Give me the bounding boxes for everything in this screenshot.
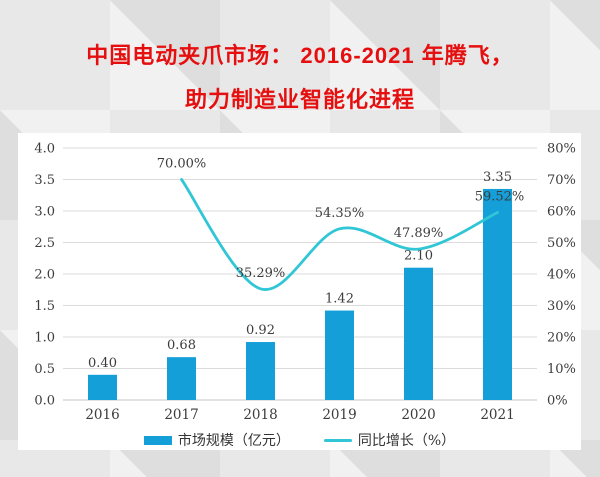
title-line-1: 中国电动夹爪市场： 2016-2021 年腾飞， xyxy=(86,43,514,68)
left-axis-tick: 0.0 xyxy=(34,394,55,409)
left-axis-tick: 2.0 xyxy=(34,268,55,283)
growth-value-label: 70.00% xyxy=(157,157,207,172)
chart-legend: 市场规模（亿元） 同比增长（%） xyxy=(18,430,581,450)
combo-chart: 0.0 0% 0.5 10% 1.0 20% 1.5 30% 2.0 40% 2.5 50% 3.0 60… xyxy=(34,142,576,424)
left-axis-tick: 2.5 xyxy=(34,236,55,251)
bar-2019 xyxy=(325,310,354,400)
bar-value-label: 0.68 xyxy=(167,338,196,353)
legend-label-growth: 同比增长（%） xyxy=(357,433,456,449)
right-axis-tick: 70% xyxy=(547,173,576,188)
right-axis-tick: 50% xyxy=(547,236,576,251)
bar-value-label: 0.92 xyxy=(246,323,275,338)
right-axis-tick: 20% xyxy=(547,331,576,346)
bar-series-swatch xyxy=(143,435,172,445)
right-axis-tick: 0% xyxy=(547,394,568,409)
left-axis-tick: 3.5 xyxy=(34,173,55,188)
chart-panel: 0.0 0% 0.5 10% 1.0 20% 1.5 30% 2.0 40% 2.5 50% 3.0 60… xyxy=(18,133,581,450)
right-axis-tick: 40% xyxy=(547,268,576,283)
year-label: 2020 xyxy=(401,407,435,423)
right-axis-tick: 10% xyxy=(547,362,576,377)
bar-2016 xyxy=(88,374,117,400)
bar-value-label: 0.40 xyxy=(88,356,117,371)
legend-item-market-size: 市场规模（亿元） xyxy=(143,430,290,450)
line-series-swatch xyxy=(323,438,352,442)
bar-2020 xyxy=(404,267,433,400)
right-axis-tick: 30% xyxy=(547,299,576,314)
legend-label-market-size: 市场规模（亿元） xyxy=(177,433,290,449)
growth-line xyxy=(180,178,499,291)
right-axis-tick: 80% xyxy=(547,142,576,157)
page-title: 中国电动夹爪市场： 2016-2021 年腾飞， 助力制造业智能化进程 xyxy=(0,34,600,122)
left-axis-tick: 1.0 xyxy=(34,331,55,346)
growth-value-label: 35.29% xyxy=(236,266,286,281)
year-label: 2018 xyxy=(243,407,277,423)
growth-value-label: 59.52% xyxy=(475,190,525,205)
year-label: 2017 xyxy=(164,407,198,423)
growth-value-label: 54.35% xyxy=(315,206,365,221)
growth-value-label: 47.89% xyxy=(394,226,444,241)
left-axis-tick: 0.5 xyxy=(34,362,55,377)
year-label: 2016 xyxy=(85,407,119,423)
year-label: 2019 xyxy=(322,407,356,423)
year-label: 2021 xyxy=(480,407,514,423)
bar-2021 xyxy=(483,188,512,400)
left-axis-tick: 1.5 xyxy=(34,299,55,314)
bar-value-label: 2.10 xyxy=(404,249,433,264)
legend-item-growth: 同比增长（%） xyxy=(323,430,456,450)
left-axis-tick: 3.0 xyxy=(34,205,55,220)
bar-value-label: 1.42 xyxy=(325,292,354,307)
bar-2017 xyxy=(167,357,196,400)
left-axis-tick: 4.0 xyxy=(34,142,55,157)
bar-value-label: 3.35 xyxy=(483,170,512,185)
title-line-2: 助力制造业智能化进程 xyxy=(184,87,415,112)
right-axis-tick: 60% xyxy=(547,205,576,220)
bar-2018 xyxy=(246,342,275,400)
